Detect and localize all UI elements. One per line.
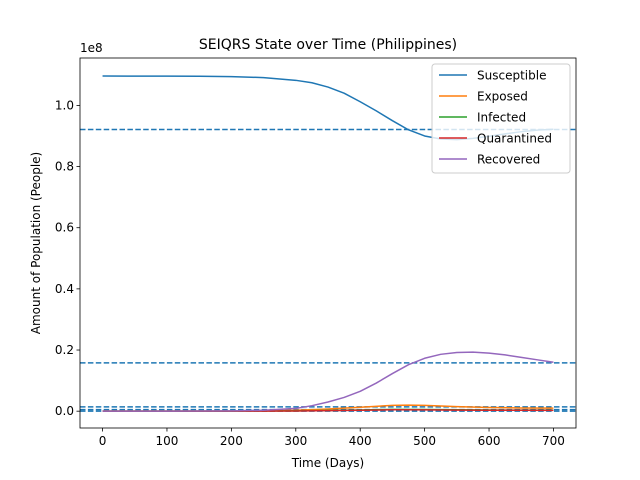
y-offset-label: 1e8 (80, 41, 103, 55)
y-axis-ticks: 0.0 0.2 0.4 0.6 0.8 1.0 (55, 98, 80, 418)
y-tick-label: 1.0 (55, 98, 74, 112)
legend-label-exposed: Exposed (477, 90, 528, 104)
plot-frame (79, 57, 577, 429)
legend-label-susceptible: Susceptible (477, 69, 546, 83)
x-tick-label: 0 (99, 434, 107, 448)
legend: Susceptible Exposed Infected Quarantined Rec… (431, 63, 571, 174)
x-tick-label: 400 (349, 434, 372, 448)
legend-box (431, 63, 571, 174)
plot-area (80, 75, 576, 412)
series-line-recovered (102, 351, 554, 412)
x-tick-label: 100 (156, 434, 179, 448)
y-tick-label: 0.2 (55, 343, 74, 357)
x-tick-label: 700 (542, 434, 565, 448)
y-tick-label: 0.8 (55, 160, 74, 174)
y-axis-label: Amount of Population (People) (29, 152, 43, 334)
chart-title: SEIQRS State over Time (Philippines) (199, 37, 457, 53)
x-axis-label: Time (Days) (291, 456, 365, 470)
legend-label-quarantined: Quarantined (477, 132, 552, 146)
y-tick-label: 0.6 (55, 221, 74, 235)
y-tick-label: 0.0 (55, 404, 74, 418)
legend-label-recovered: Recovered (477, 153, 540, 167)
y-tick-label: 0.4 (55, 282, 74, 296)
legend-label-infected: Infected (477, 111, 526, 125)
x-tick-label: 200 (220, 434, 243, 448)
x-tick-label: 500 (413, 434, 436, 448)
x-tick-label: 600 (478, 434, 501, 448)
x-axis-ticks: 0 100 200 300 400 500 600 700 (99, 428, 565, 448)
x-tick-label: 300 (284, 434, 307, 448)
